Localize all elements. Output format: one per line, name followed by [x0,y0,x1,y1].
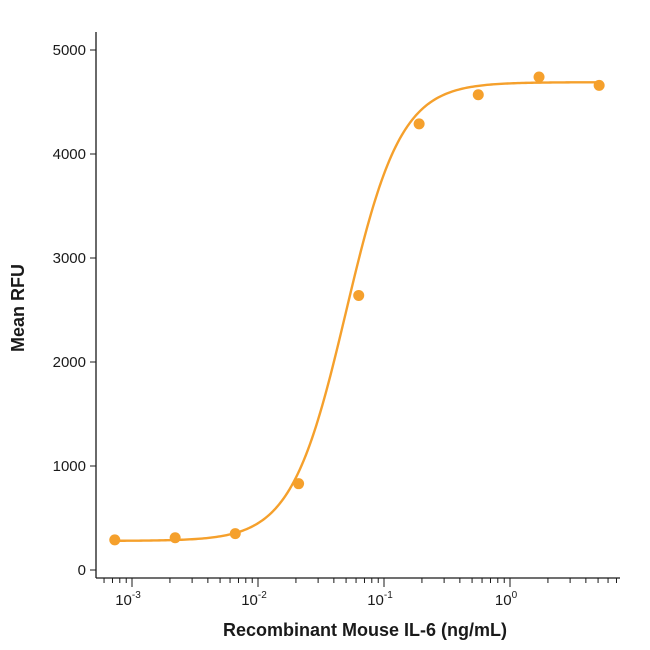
y-tick-label: 0 [78,562,86,579]
data-point [533,71,545,83]
axes: 0 1000 2000 3000 4000 5000 10-3 10-2 10-1 100 [53,32,620,609]
fit-curve-layer [112,81,602,542]
x-axis-title: Recombinant Mouse IL-6 (ng/mL) [223,620,507,640]
x-tick-label: 100 [495,590,518,609]
data-point [593,79,605,91]
x-tick-label: 10-2 [241,590,267,609]
x-tick-label: 10-1 [367,590,393,609]
data-point [353,289,365,301]
data-point [109,534,121,546]
data-point [413,118,425,130]
data-points [109,71,605,546]
y-tick-label: 4000 [53,146,86,163]
data-point [169,532,181,544]
y-tick-label: 3000 [53,250,86,267]
y-tick-label: 5000 [53,42,86,59]
data-point [229,528,241,540]
y-tick-label: 1000 [53,458,86,475]
y-tick-label: 2000 [53,354,86,371]
data-point [293,478,305,490]
y-axis-title: Mean RFU [8,264,28,352]
x-tick-label: 10-3 [115,590,141,609]
fit-curve [112,81,602,542]
data-point [472,89,484,101]
